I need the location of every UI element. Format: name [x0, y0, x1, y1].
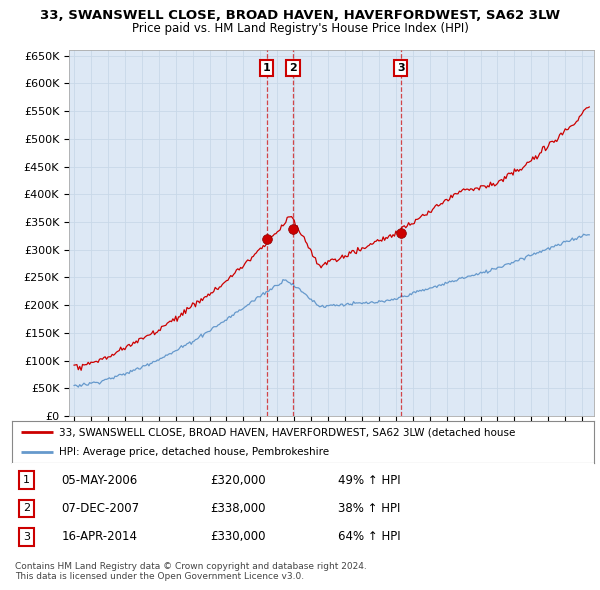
Text: Price paid vs. HM Land Registry's House Price Index (HPI): Price paid vs. HM Land Registry's House … — [131, 22, 469, 35]
Text: 33, SWANSWELL CLOSE, BROAD HAVEN, HAVERFORDWEST, SA62 3LW (detached house: 33, SWANSWELL CLOSE, BROAD HAVEN, HAVERF… — [59, 427, 515, 437]
Text: £330,000: £330,000 — [210, 530, 265, 543]
Text: 3: 3 — [23, 532, 30, 542]
Text: 2: 2 — [289, 63, 297, 73]
Text: 16-APR-2014: 16-APR-2014 — [61, 530, 137, 543]
Text: 64% ↑ HPI: 64% ↑ HPI — [338, 530, 401, 543]
Text: Contains HM Land Registry data © Crown copyright and database right 2024.
This d: Contains HM Land Registry data © Crown c… — [15, 562, 367, 581]
Text: 1: 1 — [263, 63, 271, 73]
Text: 49% ↑ HPI: 49% ↑ HPI — [338, 474, 401, 487]
Text: HPI: Average price, detached house, Pembrokeshire: HPI: Average price, detached house, Pemb… — [59, 447, 329, 457]
Text: 05-MAY-2006: 05-MAY-2006 — [61, 474, 138, 487]
Text: 33, SWANSWELL CLOSE, BROAD HAVEN, HAVERFORDWEST, SA62 3LW: 33, SWANSWELL CLOSE, BROAD HAVEN, HAVERF… — [40, 9, 560, 22]
Text: 3: 3 — [397, 63, 404, 73]
Text: 1: 1 — [23, 476, 30, 485]
Text: 2: 2 — [23, 503, 30, 513]
Text: £320,000: £320,000 — [210, 474, 266, 487]
Text: 07-DEC-2007: 07-DEC-2007 — [61, 502, 140, 515]
Text: £338,000: £338,000 — [210, 502, 265, 515]
Text: 38% ↑ HPI: 38% ↑ HPI — [338, 502, 400, 515]
